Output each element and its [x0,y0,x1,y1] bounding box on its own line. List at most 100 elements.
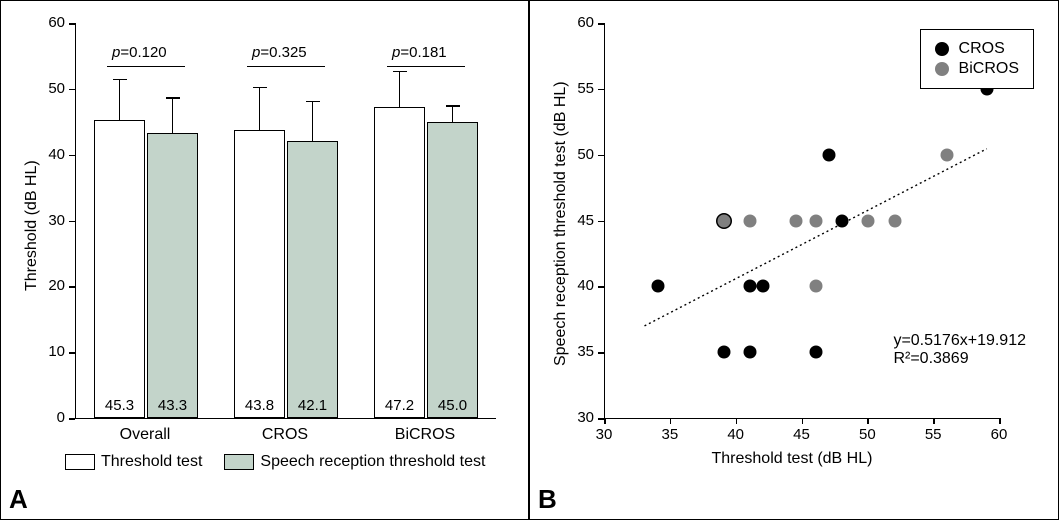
x-tick: 55 [921,426,945,443]
scatter-point [651,280,664,293]
y-tick-mark [69,286,75,288]
y-tick-mark [598,89,604,91]
bar [427,122,478,418]
panel-letter: A [9,484,28,515]
x-tick: 30 [592,426,616,443]
error-bar [399,72,400,108]
x-tick-mark [802,418,804,424]
group-label: Overall [100,426,190,444]
y-tick-mark [598,23,604,25]
scatter-point [809,346,822,359]
legend: Threshold test Speech reception threshold… [65,453,507,471]
scatter-legend: CROS BiCROS [920,29,1034,89]
p-line [107,66,186,67]
scatter-point [743,346,756,359]
y-tick: 30 [564,409,594,426]
x-axis-label: Threshold test (dB HL) [712,450,873,468]
error-bar [452,106,453,122]
x-tick: 35 [658,426,682,443]
scatter-point [941,148,954,161]
bar [147,133,198,418]
scatter-point [862,214,875,227]
scatter-point [743,280,756,293]
y-tick-mark [69,352,75,354]
error-cap [253,87,267,88]
scatter-point [809,214,822,227]
legend-item: Threshold test [65,453,202,470]
p-line [247,66,326,67]
y-tick-mark [598,418,604,420]
p-line [387,66,466,67]
bar-value: 45.0 [427,397,478,414]
error-cap [166,97,180,98]
error-bar [172,98,173,133]
bar [287,141,338,418]
y-tick: 60 [564,14,594,31]
y-tick: 60 [35,14,65,31]
error-cap [113,79,127,80]
x-tick: 45 [790,426,814,443]
legend-item: CROS [935,40,1019,58]
scatter-point [757,280,770,293]
y-tick-mark [69,155,75,157]
y-tick-mark [598,352,604,354]
legend-label: BiCROS [959,60,1019,78]
x-tick-mark [670,418,672,424]
group-label: BiCROS [380,426,470,444]
trend-line [645,149,987,326]
x-tick-mark [736,418,738,424]
error-cap [306,101,320,102]
scatter-point [822,148,835,161]
legend-item: BiCROS [935,60,1019,78]
scatter-point [789,214,802,227]
regression-equation: y=0.5176x+19.912R²=0.3869 [893,332,1026,368]
scatter-point [717,214,730,227]
bar-value: 42.1 [287,397,338,414]
scatter-point [743,214,756,227]
y-tick-mark [598,221,604,223]
bar [374,107,425,418]
error-cap [446,105,460,106]
bar-value: 45.3 [94,397,145,414]
group-label: CROS [240,426,330,444]
error-bar [312,101,313,141]
x-tick-mark [999,418,1001,424]
bar-value: 47.2 [374,397,425,414]
error-bar [259,88,260,130]
x-tick: 40 [724,426,748,443]
scatter-point [888,214,901,227]
legend-swatch [65,454,95,470]
p-value: p=0.181 [392,44,447,61]
x-tick-mark [933,418,935,424]
legend-swatch [935,42,949,56]
bar [234,130,285,418]
panel-a: 45.343.3p=0.12043.842.1p=0.32547.245.0p=… [0,0,529,520]
scatter-point [717,346,730,359]
legend-swatch [224,454,254,470]
y-tick-mark [69,89,75,91]
y-tick: 0 [35,409,65,426]
bar-value: 43.8 [234,397,285,414]
x-tick-mark [604,418,606,424]
scatter-point [836,214,849,227]
panel-b: 3035404550556030354045505560Threshold te… [529,0,1059,520]
x-tick: 50 [855,426,879,443]
y-tick: 50 [35,80,65,97]
legend-swatch [935,62,949,76]
bar [94,120,145,418]
panel-letter: B [538,484,557,515]
error-cap [393,71,407,72]
y-axis-label: Threshold (dB HL) [23,160,41,291]
scatter-point [809,280,822,293]
y-axis-label: Speech reception threshold test (dB HL) [552,81,570,366]
p-value: p=0.325 [252,44,307,61]
legend-item: Speech reception threshold test [224,453,485,470]
y-tick-mark [69,221,75,223]
y-tick: 10 [35,343,65,360]
x-tick-mark [867,418,869,424]
barplot-area: 45.343.3p=0.12043.842.1p=0.32547.245.0p=… [75,23,496,419]
p-value: p=0.120 [112,44,167,61]
x-tick: 60 [987,426,1011,443]
y-tick-mark [69,23,75,25]
error-bar [119,80,120,120]
